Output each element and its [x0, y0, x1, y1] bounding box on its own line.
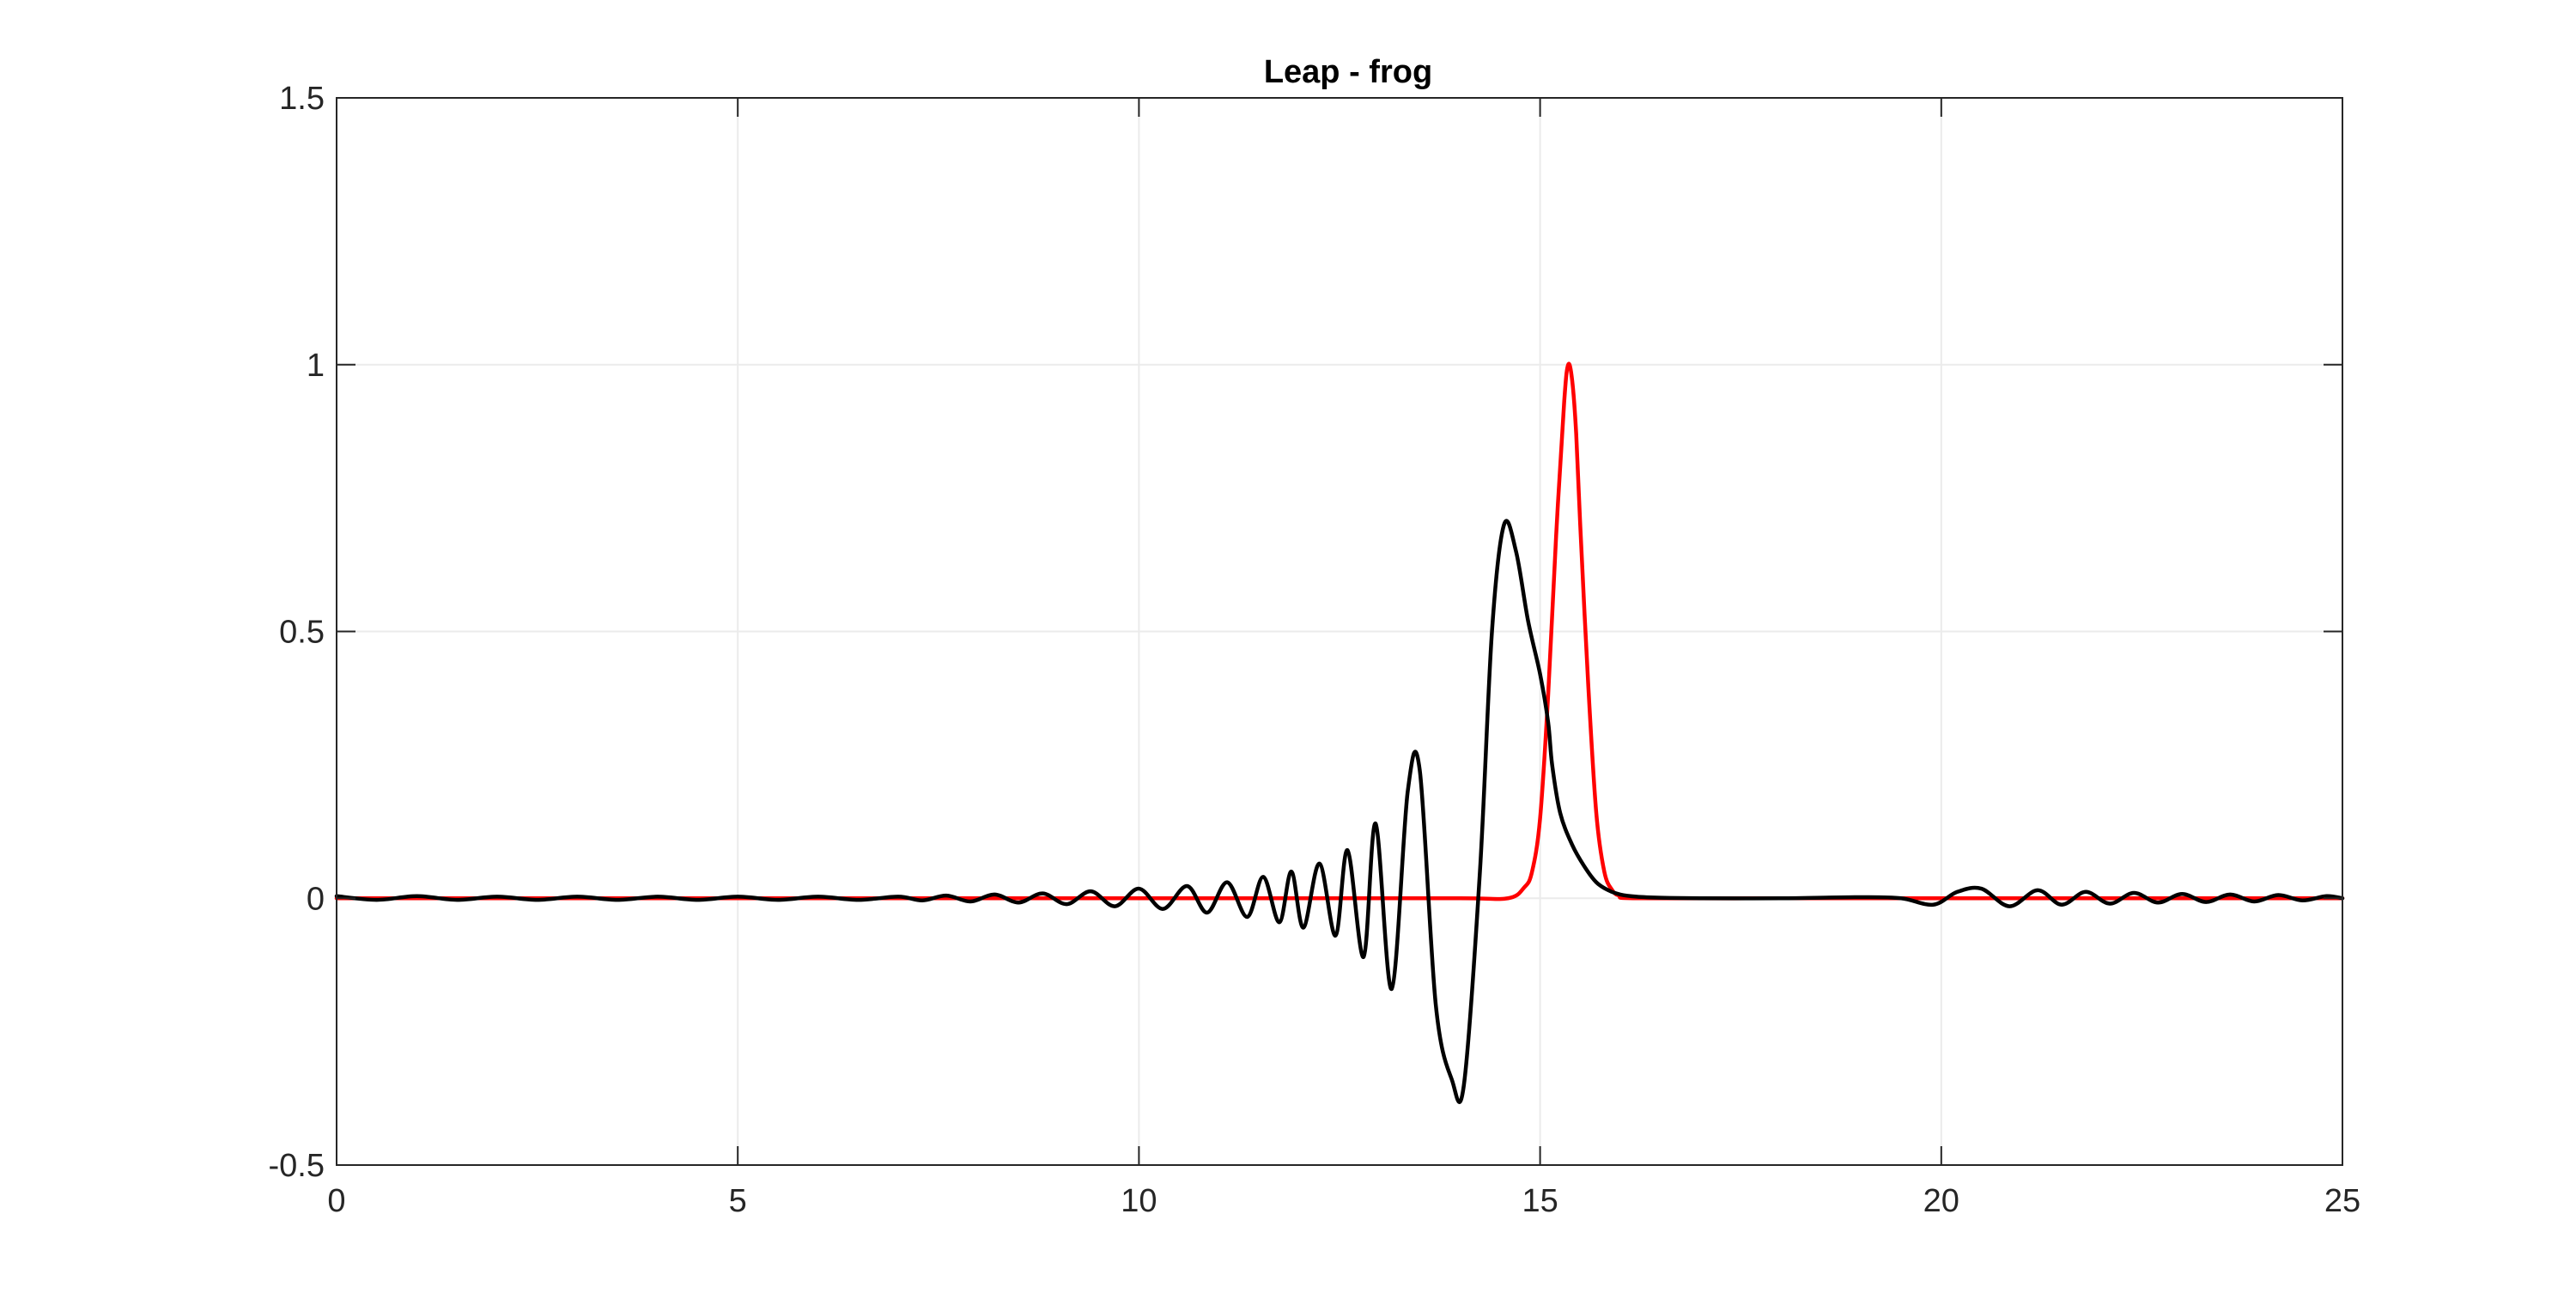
- axes: [336, 97, 2343, 1166]
- x-tick-label: 15: [1522, 1183, 1558, 1219]
- series-line-black: [334, 519, 2345, 1104]
- y-tick-label: 1.5: [279, 81, 325, 117]
- x-tick-label: 20: [1923, 1183, 1959, 1219]
- y-tick-label: -0.5: [269, 1148, 325, 1184]
- x-tick-label: 5: [729, 1183, 747, 1219]
- x-tick-label: 10: [1121, 1183, 1157, 1219]
- y-tick-label: 0: [307, 881, 325, 917]
- x-tick-label: 25: [2324, 1183, 2360, 1219]
- x-tick-label: 0: [327, 1183, 345, 1219]
- y-tick-label: 1: [307, 348, 325, 384]
- series-layer: [334, 361, 2345, 1104]
- chart-title: Leap - frog: [1264, 54, 1432, 90]
- tick-labels: 0 5 10 15 20 25-0.500.511.5: [269, 81, 2361, 1219]
- axes-box: [336, 97, 2343, 1166]
- y-tick-label: 0.5: [279, 615, 325, 651]
